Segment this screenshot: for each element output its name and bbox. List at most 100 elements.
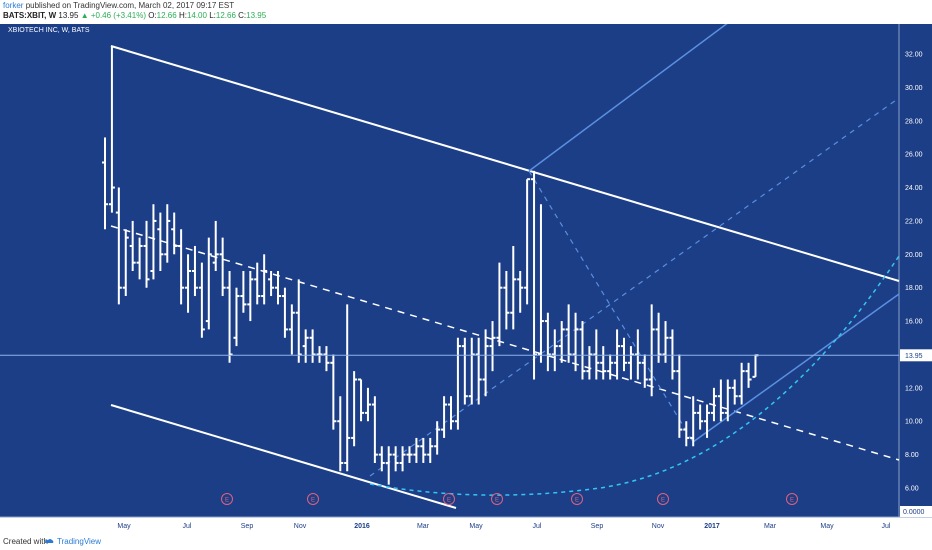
- ohlc-bar[interactable]: [143, 220, 150, 288]
- ohlc-bar[interactable]: [371, 396, 378, 463]
- ohlc-bar[interactable]: [178, 229, 185, 305]
- ohlc-bar[interactable]: [275, 271, 281, 305]
- ohlc-bar[interactable]: [406, 446, 413, 463]
- ohlc-bar[interactable]: [392, 446, 399, 472]
- ohlc-bar[interactable]: [454, 337, 461, 430]
- ohlc-bar[interactable]: [634, 329, 641, 380]
- earnings-marker[interactable]: E: [786, 493, 798, 505]
- pitchfork-handle-line[interactable]: [528, 170, 694, 443]
- ohlc-bar[interactable]: [378, 446, 385, 472]
- ohlc-bar[interactable]: [572, 312, 579, 372]
- ohlc-bar[interactable]: [205, 237, 212, 330]
- ohlc-bar[interactable]: [537, 204, 544, 363]
- earnings-marker-circle[interactable]: [786, 493, 798, 505]
- ohlc-bar[interactable]: [461, 337, 468, 405]
- ohlc-bar[interactable]: [475, 337, 482, 405]
- ohlc-bar[interactable]: [503, 271, 510, 330]
- ohlc-bar[interactable]: [683, 421, 690, 447]
- ohlc-bar[interactable]: [268, 271, 275, 297]
- ohlc-bar[interactable]: [399, 446, 406, 472]
- earnings-marker[interactable]: E: [307, 493, 319, 505]
- ohlc-bar[interactable]: [710, 387, 717, 422]
- ohlc-bar[interactable]: [323, 346, 330, 372]
- ohlc-bar[interactable]: [697, 404, 704, 430]
- ohlc-bar[interactable]: [281, 287, 288, 338]
- ohlc-bar[interactable]: [420, 437, 427, 463]
- ohlc-bar[interactable]: [295, 279, 302, 363]
- ohlc-bar[interactable]: [648, 304, 655, 397]
- ohlc-bar[interactable]: [198, 262, 205, 338]
- ohlc-bar[interactable]: [524, 178, 531, 305]
- ohlc-bar[interactable]: [676, 354, 683, 438]
- ohlc-bar[interactable]: [600, 346, 607, 380]
- ohlc-bar[interactable]: [413, 437, 420, 463]
- earnings-marker-circle[interactable]: [571, 493, 583, 505]
- ohlc-bar[interactable]: [662, 321, 669, 363]
- ohlc-bar[interactable]: [344, 304, 351, 472]
- chart-area[interactable]: XBIOTECH INC, W, BATS E E E E E E E 32.00 30.00…: [0, 0, 932, 535]
- upper-channel-line[interactable]: [110, 45, 900, 282]
- ohlc-bar[interactable]: [247, 271, 254, 322]
- ohlc-bar[interactable]: [115, 187, 122, 305]
- ohlc-bar[interactable]: [468, 337, 475, 405]
- ohlc-bar[interactable]: [288, 304, 295, 355]
- ohlc-bar[interactable]: [448, 396, 454, 430]
- ohlc-bar[interactable]: [358, 378, 365, 422]
- ohlc-bar[interactable]: [351, 371, 358, 447]
- ohlc-bar[interactable]: [254, 262, 261, 305]
- ohlc-bar[interactable]: [302, 329, 309, 363]
- earnings-marker[interactable]: E: [657, 493, 669, 505]
- ohlc-bar[interactable]: [122, 229, 129, 297]
- ohlc-bar[interactable]: [731, 379, 738, 405]
- ohlc-bar[interactable]: [704, 404, 711, 438]
- ohlc-bar[interactable]: [212, 220, 219, 271]
- earnings-marker[interactable]: E: [443, 493, 455, 505]
- earnings-marker-circle[interactable]: [657, 493, 669, 505]
- ohlc-bar[interactable]: [330, 354, 337, 430]
- ohlc-bar[interactable]: [558, 321, 565, 363]
- ohlc-bar[interactable]: [219, 237, 226, 297]
- ohlc-bar[interactable]: [157, 212, 164, 271]
- pitchfork-upper-tine[interactable]: [528, 0, 760, 172]
- ohlc-bar[interactable]: [108, 45, 115, 213]
- ohlc-bar[interactable]: [185, 254, 192, 313]
- ohlc-bar[interactable]: [593, 329, 600, 380]
- ohlc-bar[interactable]: [102, 137, 108, 230]
- ohlc-bar[interactable]: [531, 170, 538, 380]
- ohlc-bar[interactable]: [586, 346, 593, 380]
- ohlc-bar[interactable]: [226, 271, 233, 363]
- ohlc-bar[interactable]: [385, 446, 392, 485]
- ohlc-bar[interactable]: [565, 304, 572, 363]
- earnings-marker[interactable]: E: [571, 493, 583, 505]
- ohlc-bar[interactable]: [607, 354, 614, 380]
- ohlc-bar[interactable]: [309, 329, 316, 363]
- ohlc-bar[interactable]: [627, 346, 634, 380]
- ohlc-bar[interactable]: [655, 312, 662, 363]
- pitchfork-median-line[interactable]: [369, 97, 900, 477]
- lower-channel-line[interactable]: [110, 404, 457, 509]
- ohlc-bar[interactable]: [496, 262, 503, 347]
- ohlc-bar[interactable]: [136, 237, 143, 280]
- ohlc-bar[interactable]: [745, 362, 752, 388]
- ohlc-bar[interactable]: [724, 379, 731, 422]
- tradingview-brand[interactable]: TradingView: [57, 537, 102, 546]
- ohlc-bar[interactable]: [717, 379, 724, 422]
- ohlc-bar[interactable]: [690, 396, 697, 447]
- earnings-marker-circle[interactable]: [491, 493, 503, 505]
- ohlc-bar[interactable]: [489, 321, 496, 372]
- earnings-marker[interactable]: E: [221, 493, 233, 505]
- ohlc-bar[interactable]: [316, 346, 323, 363]
- earnings-marker[interactable]: E: [491, 493, 503, 505]
- earnings-marker-circle[interactable]: [307, 493, 319, 505]
- ohlc-bar[interactable]: [621, 337, 627, 372]
- author-link[interactable]: forker: [3, 1, 24, 10]
- ohlc-bar[interactable]: [129, 220, 136, 271]
- ohlc-bar[interactable]: [240, 271, 247, 313]
- ohlc-bar[interactable]: [191, 245, 198, 297]
- ohlc-bar[interactable]: [517, 271, 524, 313]
- ohlc-bar[interactable]: [641, 354, 648, 388]
- ohlc-bar[interactable]: [579, 321, 586, 380]
- ohlc-bar[interactable]: [233, 287, 240, 347]
- ohlc-bar[interactable]: [441, 396, 448, 438]
- ohlc-bar[interactable]: [364, 387, 371, 422]
